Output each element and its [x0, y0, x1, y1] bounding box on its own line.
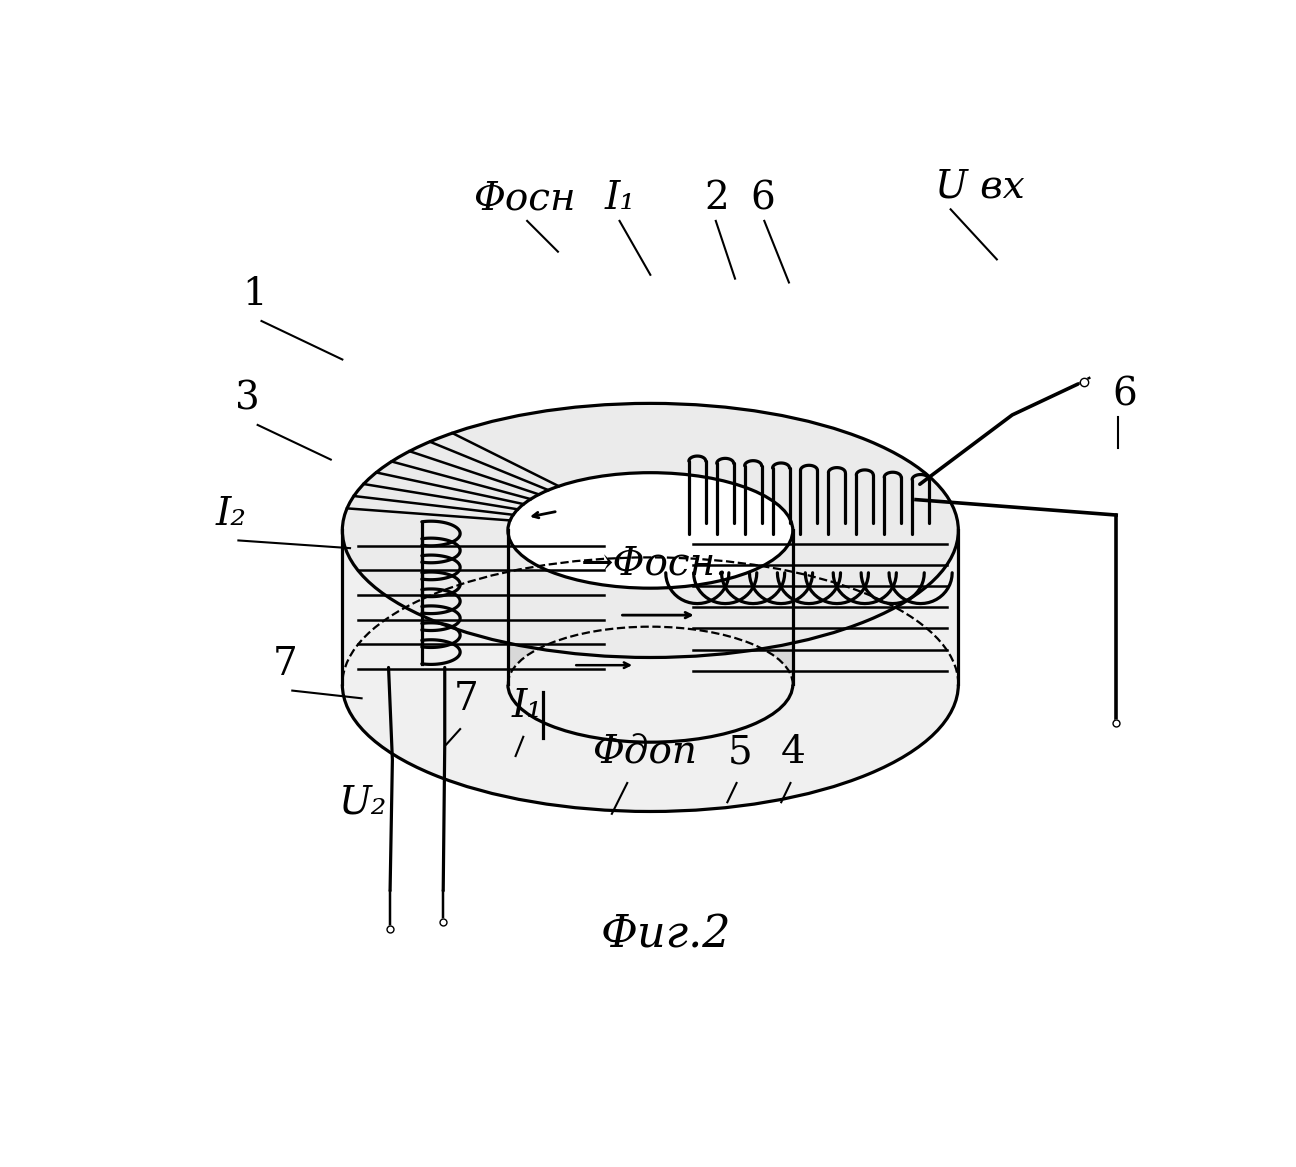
Text: 6: 6 — [750, 180, 775, 217]
Text: 7: 7 — [273, 645, 298, 683]
Text: 7: 7 — [454, 680, 478, 718]
Text: I₁: I₁ — [512, 689, 543, 725]
Text: Φдоп: Φдоп — [592, 734, 697, 771]
Text: Φосн: Φосн — [473, 180, 575, 217]
Text: I₂: I₂ — [215, 496, 246, 533]
Text: 2: 2 — [704, 180, 728, 217]
Ellipse shape — [508, 473, 793, 588]
Text: 1: 1 — [242, 277, 267, 313]
Ellipse shape — [342, 404, 958, 657]
Text: →Φосн.: →Φосн. — [581, 546, 728, 582]
Text: I₁: I₁ — [604, 180, 635, 217]
Text: 4: 4 — [781, 734, 806, 771]
Text: U₂: U₂ — [338, 784, 388, 822]
Text: Фиг.2: Фиг.2 — [600, 913, 731, 956]
Text: U вх: U вх — [936, 168, 1025, 205]
Polygon shape — [342, 531, 958, 811]
Text: 6: 6 — [1112, 377, 1137, 413]
Polygon shape — [508, 473, 793, 684]
Text: 5: 5 — [727, 734, 752, 771]
Text: 3: 3 — [235, 380, 259, 418]
